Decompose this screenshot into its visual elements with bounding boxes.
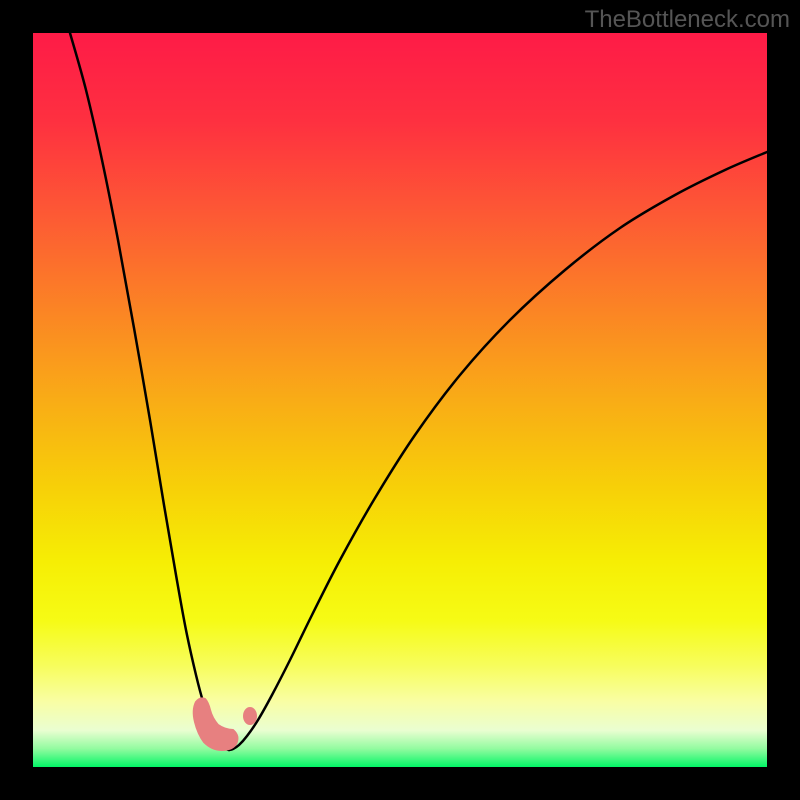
plot-background xyxy=(33,33,767,767)
chart-container: TheBottleneck.com xyxy=(0,0,800,800)
bottleneck-chart xyxy=(0,0,800,800)
watermark-text: TheBottleneck.com xyxy=(585,6,790,34)
marker-dot xyxy=(243,707,257,725)
